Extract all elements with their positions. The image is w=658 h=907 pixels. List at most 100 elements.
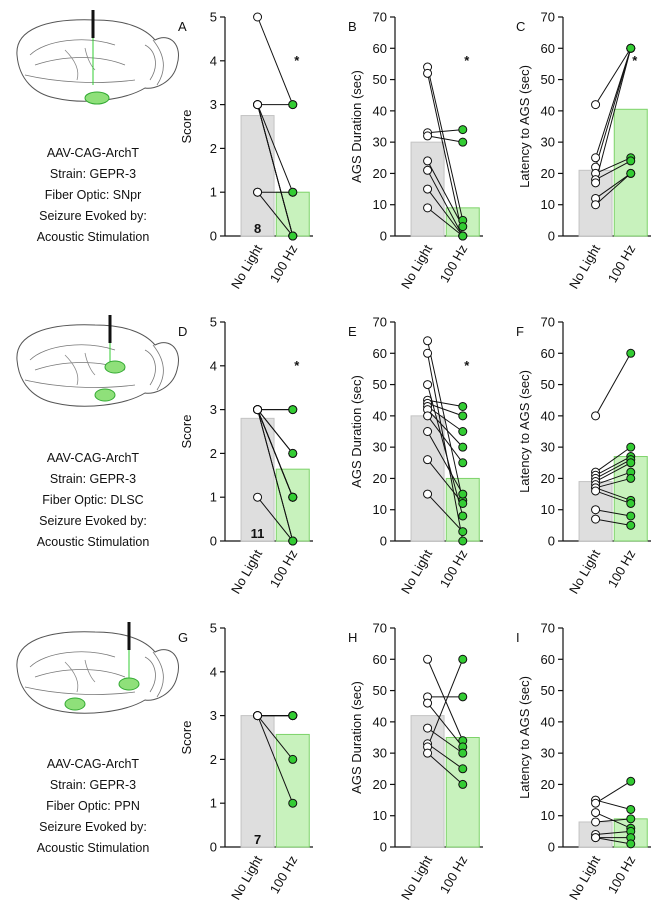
- significance: *: [464, 358, 470, 373]
- data-point: [289, 799, 297, 807]
- pair-line: [258, 17, 293, 105]
- caption-line: Strain: GEPR-3: [50, 472, 136, 486]
- y-tick-label: 50: [541, 72, 555, 87]
- schematic-0: [17, 10, 179, 104]
- y-axis-label: Score: [179, 415, 194, 449]
- panel-letter: E: [348, 324, 357, 339]
- data-point: [592, 834, 600, 842]
- y-tick-label: 40: [541, 408, 555, 423]
- data-point: [459, 402, 467, 410]
- x-tick-label: No Light: [566, 242, 603, 292]
- bar: [241, 418, 274, 541]
- data-point: [424, 185, 432, 193]
- y-tick-label: 20: [541, 166, 555, 181]
- data-point: [592, 201, 600, 209]
- y-tick-label: 60: [373, 346, 387, 361]
- data-point: [592, 101, 600, 109]
- data-point: [289, 449, 297, 457]
- n-label: 11: [251, 526, 265, 541]
- caption-line: Fiber Optic: SNpr: [45, 188, 142, 202]
- data-point: [424, 412, 432, 420]
- x-tick-label: No Light: [228, 853, 265, 903]
- data-point: [424, 490, 432, 498]
- x-tick-label: 100 Hz: [267, 547, 301, 590]
- data-point: [627, 805, 635, 813]
- bar: [276, 734, 309, 847]
- y-tick-label: 50: [373, 72, 387, 87]
- data-point: [459, 780, 467, 788]
- significance: *: [632, 53, 638, 68]
- pair-line: [428, 136, 463, 142]
- data-point: [459, 499, 467, 507]
- y-axis-label: Score: [179, 110, 194, 144]
- data-point: [254, 406, 262, 414]
- y-tick-label: 50: [373, 683, 387, 698]
- y-tick-label: 0: [210, 534, 217, 549]
- y-tick-label: 30: [541, 746, 555, 761]
- data-point: [592, 487, 600, 495]
- bar: [276, 469, 309, 541]
- x-tick-label: 100 Hz: [437, 547, 471, 590]
- data-point: [627, 777, 635, 785]
- x-tick-label: 100 Hz: [605, 853, 639, 896]
- y-tick-label: 60: [541, 346, 555, 361]
- y-axis-label: Latency to AGS (sec): [517, 676, 532, 799]
- y-tick-label: 4: [210, 664, 217, 679]
- x-tick-label: No Light: [398, 853, 435, 903]
- y-tick-label: 10: [373, 808, 387, 823]
- data-point: [424, 456, 432, 464]
- data-point: [459, 765, 467, 773]
- y-tick-label: 2: [210, 446, 217, 461]
- data-point: [459, 126, 467, 134]
- bar: [241, 716, 274, 847]
- significance: *: [464, 53, 470, 68]
- x-tick-label: No Light: [228, 242, 265, 292]
- y-tick-label: 2: [210, 752, 217, 767]
- caption-line: AAV-CAG-ArchT: [47, 146, 140, 160]
- y-tick-label: 10: [373, 502, 387, 517]
- y-tick-label: 60: [373, 41, 387, 56]
- data-point: [424, 699, 432, 707]
- panel-letter: G: [178, 630, 188, 645]
- caption-line: Fiber Optic: PPN: [46, 799, 140, 813]
- y-tick-label: 5: [210, 10, 217, 25]
- y-tick-label: 0: [380, 534, 387, 549]
- data-point: [627, 443, 635, 451]
- data-point: [424, 157, 432, 165]
- data-point: [459, 428, 467, 436]
- y-tick-label: 10: [541, 502, 555, 517]
- y-tick-label: 1: [210, 796, 217, 811]
- y-tick-label: 0: [380, 840, 387, 855]
- data-point: [424, 381, 432, 389]
- y-axis-label: Latency to AGS (sec): [517, 370, 532, 493]
- pair-line: [596, 781, 631, 803]
- x-tick-label: 100 Hz: [605, 547, 639, 590]
- y-tick-label: 4: [210, 53, 217, 68]
- panel-letter: A: [178, 19, 187, 34]
- data-point: [592, 809, 600, 817]
- y-tick-label: 20: [373, 166, 387, 181]
- data-point: [459, 232, 467, 240]
- data-point: [459, 490, 467, 498]
- data-point: [592, 179, 600, 187]
- data-point: [459, 528, 467, 536]
- data-point: [424, 349, 432, 357]
- pair-line: [596, 48, 631, 104]
- data-point: [289, 712, 297, 720]
- data-point: [289, 537, 297, 545]
- y-tick-label: 10: [373, 197, 387, 212]
- data-point: [627, 169, 635, 177]
- data-point: [424, 166, 432, 174]
- y-tick-label: 40: [541, 103, 555, 118]
- data-point: [627, 840, 635, 848]
- x-tick-label: No Light: [228, 547, 265, 597]
- y-axis-label: AGS Duration (sec): [349, 375, 364, 488]
- y-axis-label: Latency to AGS (sec): [517, 65, 532, 188]
- y-tick-label: 0: [380, 229, 387, 244]
- y-tick-label: 70: [373, 621, 387, 636]
- x-tick-label: 100 Hz: [437, 242, 471, 285]
- x-tick-label: 100 Hz: [605, 242, 639, 285]
- y-tick-label: 50: [541, 683, 555, 698]
- y-tick-label: 5: [210, 621, 217, 636]
- pair-line: [596, 800, 631, 809]
